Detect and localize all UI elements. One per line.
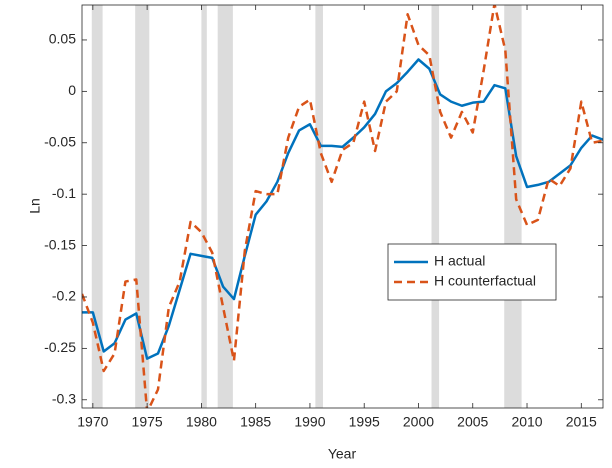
- shade-layer: [91, 5, 522, 408]
- plot-frame: [81, 4, 604, 409]
- legend-box: [387, 243, 557, 301]
- legend-label: H actual: [434, 253, 485, 269]
- y-tick-label: 0: [68, 82, 76, 98]
- y-tick-label: -0.15: [44, 236, 76, 252]
- legend-label: H counterfactual: [434, 273, 536, 289]
- x-tick-label: 1975: [132, 414, 163, 430]
- series-line: [82, 58, 603, 360]
- recession-shade: [201, 5, 207, 408]
- recession-shade: [217, 5, 233, 408]
- x-tick-label: 1970: [77, 414, 108, 430]
- axes: 1970 1975 1980 1985 1990 1995 2000 2005 2010 2015…: [44, 5, 603, 430]
- y-tick-label: -0.1: [52, 185, 76, 201]
- x-tick-label: 2010: [511, 414, 542, 430]
- recession-shade: [91, 5, 103, 408]
- x-tick-label: 2015: [566, 414, 597, 430]
- y-tick-label: 0.05: [49, 31, 76, 47]
- y-tick-label: -0.2: [52, 288, 76, 304]
- x-axis-label: Year: [328, 446, 357, 462]
- x-tick-label: 1990: [294, 414, 325, 430]
- x-tick-label: 1980: [186, 414, 217, 430]
- x-tick-label: 1995: [349, 414, 380, 430]
- y-tick-label: -0.05: [44, 133, 76, 149]
- series-line: [82, 5, 603, 408]
- y-axis-label: Ln: [27, 198, 43, 214]
- line-layer: [82, 5, 603, 408]
- x-tick-label: 1985: [240, 414, 271, 430]
- legend: H actual H counterfactual: [387, 243, 557, 301]
- y-tick-label: -0.3: [52, 390, 76, 406]
- y-tick-label: -0.25: [44, 339, 76, 355]
- x-tick-label: 2005: [457, 414, 488, 430]
- x-tick-label: 2000: [403, 414, 434, 430]
- recession-shade: [315, 5, 323, 408]
- recession-shade: [431, 5, 440, 408]
